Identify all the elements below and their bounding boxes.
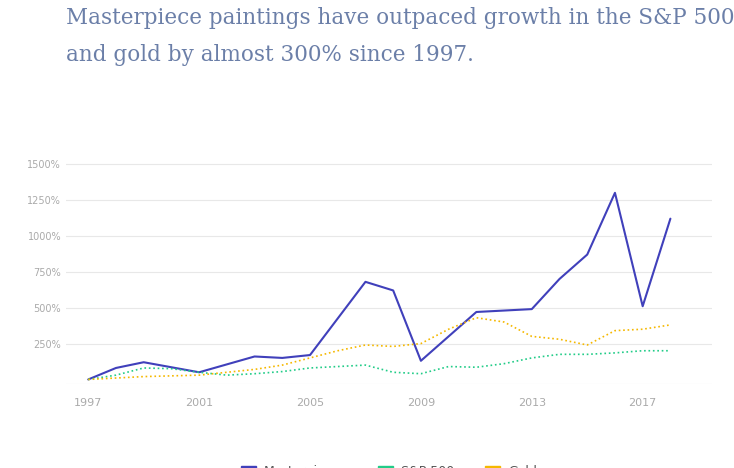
Legend: Masterpieces, S&P 500, Gold: Masterpieces, S&P 500, Gold [236, 460, 542, 468]
Text: Masterpiece paintings have outpaced growth in the S&P 500: Masterpiece paintings have outpaced grow… [66, 7, 734, 29]
Text: and gold by almost 300% since 1997.: and gold by almost 300% since 1997. [66, 44, 474, 66]
